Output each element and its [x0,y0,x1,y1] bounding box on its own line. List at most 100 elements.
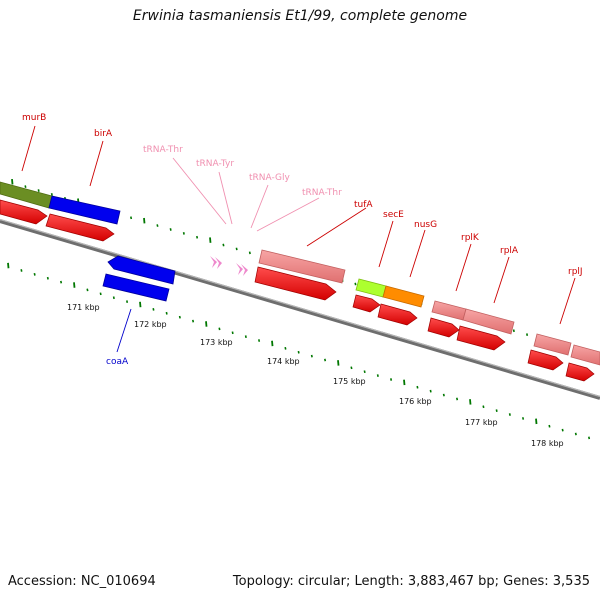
inner-track-minor-tick [310,354,313,358]
leader-trna-thr2 [256,197,320,232]
outer-track-major-tick [209,237,212,243]
trna-gly-marker[interactable] [236,263,243,275]
gene-labels: murB birA coaA tRNA-Thr tRNA-Tyr tRNA-Gl… [22,113,583,367]
label-trna-gly[interactable]: tRNA-Gly [249,173,291,183]
label-rplJ[interactable]: rplJ [568,267,583,277]
label-secE[interactable]: secE [383,210,404,220]
cds-rplJ-arrow[interactable] [527,349,564,371]
inner-track-minor-tick [86,288,89,292]
inner-track-major-tick [205,321,208,327]
trna-thr2-marker[interactable] [241,264,248,276]
inner-track-minor-tick [456,397,459,401]
inner-track-minor-tick [363,370,366,374]
label-tufA[interactable]: tufA [354,200,373,210]
inner-track-minor-tick [60,280,63,284]
outer-track-minor-tick [512,329,515,333]
inner-track-minor-tick [495,409,498,413]
inner-track-minor-tick [574,432,577,436]
label-murB[interactable]: murB [22,113,46,123]
inner-track-minor-tick [258,339,261,342]
outer-track-minor-tick [130,216,133,220]
gene-rplA-block[interactable] [462,308,515,335]
label-rplK[interactable]: rplK [461,233,480,243]
inner-track-minor-tick [20,269,23,272]
outer-track-minor-tick [169,228,172,231]
gene-rplK-block[interactable] [431,300,467,321]
label-trna-thr2[interactable]: tRNA-Thr [302,188,342,198]
gene-tufA-rrna-block[interactable] [258,249,346,284]
outer-track-minor-tick [222,243,225,247]
label-coaA[interactable]: coaA [106,357,129,367]
inner-track-minor-tick [350,366,353,370]
gene-rplL-block[interactable] [570,344,600,366]
scale-label-178: 178 kbp [531,439,564,448]
inner-track-minor-tick [178,315,181,319]
label-nusG[interactable]: nusG [414,220,437,230]
gene-nusG-block[interactable] [382,285,425,308]
outer-track-minor-tick [196,235,199,239]
cds-murB-arrow[interactable] [0,199,48,225]
scale-label-173: 173 kbp [200,338,233,347]
trna-thr-marker[interactable] [210,256,217,268]
leader-rplA [493,256,510,304]
genome-backbone-highlight [0,218,600,398]
outer-track-major-tick [11,178,14,185]
inner-track-major-tick [271,340,274,347]
inner-track-major-tick [535,418,538,425]
inner-track-minor-tick [324,358,327,362]
inner-track-minor-tick [508,413,511,416]
label-birA[interactable]: birA [94,129,113,139]
scale-label-177: 177 kbp [465,418,498,427]
genome-backbone [0,219,600,400]
label-trna-tyr[interactable]: tRNA-Tyr [196,159,234,169]
label-trna-thr[interactable]: tRNA-Thr [143,145,183,155]
leader-nusG [409,229,426,278]
scale-labels: 171 kbp 172 kbp 173 kbp 174 kbp 175 kbp … [67,303,564,448]
cds-nusG-arrow[interactable] [377,303,418,326]
inner-track-minor-tick [482,405,485,409]
inner-track-minor-tick [231,331,234,335]
inner-track-minor-tick [244,335,247,339]
scale-label-172: 172 kbp [134,320,167,329]
inner-track-major-tick [337,360,340,366]
cds-birA-arrow[interactable] [45,213,115,242]
outer-track-major-tick [143,217,146,224]
inner-track-major-tick [403,379,406,386]
cds-tufA-arrow[interactable] [254,266,337,301]
genome-summary-text: Topology: circular; Length: 3,883,467 bp… [232,574,590,589]
outer-track-minor-tick [24,185,27,188]
map-title: Erwinia tasmaniensis Et1/99, complete ge… [132,8,468,24]
leader-trna-tyr [218,171,233,225]
leader-coaA [116,308,132,353]
cds-rplL-arrow[interactable] [565,362,595,382]
outer-track-minor-tick [248,251,251,255]
inner-track-minor-tick [561,428,564,432]
accession-text: Accession: NC_010694 [8,574,156,589]
inner-track-minor-tick [218,327,221,331]
inner-track-minor-tick [416,385,419,389]
scale-label-176: 176 kbp [399,397,432,406]
gene-coaA-block[interactable] [102,273,170,302]
inner-track-minor-tick [442,393,445,397]
label-rplA[interactable]: rplA [500,246,519,256]
inner-track-major-tick [139,301,142,308]
inner-track-minor-tick [548,424,551,428]
inner-track-minor-tick [297,350,300,354]
cds-arrows [0,199,595,382]
trna-markers [210,256,248,276]
gene-birA-block[interactable] [48,195,121,225]
cds-rplK-arrow[interactable] [427,317,460,338]
inner-track-minor-tick [46,276,49,280]
inner-track-minor-tick [33,272,36,276]
gene-secE-block[interactable] [355,278,387,298]
inner-track-minor-tick [284,346,287,350]
gene-rplJ-block[interactable] [533,333,572,356]
forward-strand-features [0,181,600,366]
cds-rplA-arrow[interactable] [456,325,506,351]
gene-coaA-arrow[interactable] [107,255,176,285]
cds-secE-arrow[interactable] [352,294,381,313]
inner-track-major-tick [73,282,76,288]
outer-track-minor-tick [182,231,185,235]
reverse-strand-features [102,255,176,302]
trna-tyr-marker[interactable] [215,257,222,269]
